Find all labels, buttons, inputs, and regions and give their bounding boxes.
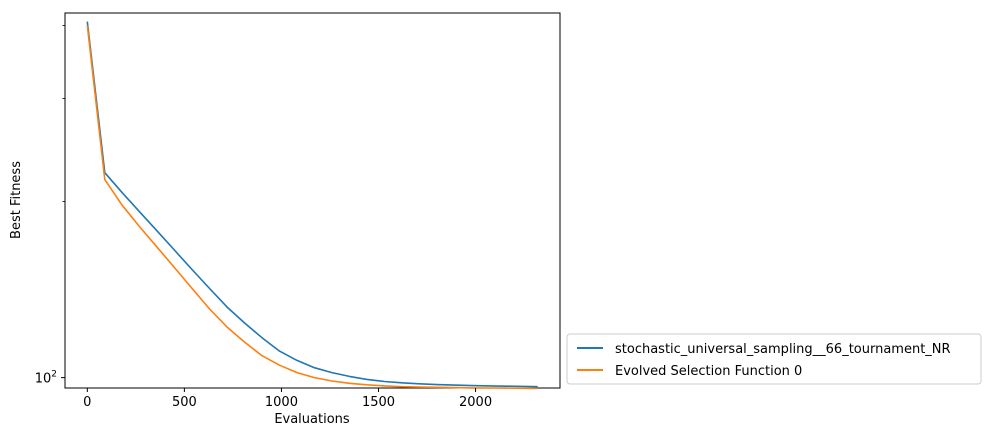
x-axis: 0 500 1000 1500 2000 bbox=[83, 388, 492, 410]
x-tick-label: 1500 bbox=[362, 395, 395, 410]
y-axis: 102 bbox=[35, 24, 65, 387]
plot-area-frame bbox=[64, 12, 561, 389]
x-tick-label: 2000 bbox=[459, 395, 492, 410]
y-tick-label: 102 bbox=[35, 370, 57, 387]
x-tick-label: 0 bbox=[83, 395, 91, 410]
x-axis-label: Evaluations bbox=[274, 412, 350, 427]
legend-label-series-2: Evolved Selection Function 0 bbox=[615, 364, 802, 379]
series-layer bbox=[86, 21, 538, 390]
legend-label-series-1: stochastic_universal_sampling__66_tourna… bbox=[615, 342, 951, 357]
legend: stochastic_universal_sampling__66_tourna… bbox=[566, 333, 982, 385]
x-tick-label: 500 bbox=[172, 395, 197, 410]
series-line-2 bbox=[86, 25, 538, 390]
x-tick-label: 1000 bbox=[265, 395, 298, 410]
series-line-1 bbox=[86, 21, 538, 388]
y-axis-label: Best Fitness bbox=[9, 161, 24, 239]
legend-box bbox=[566, 333, 982, 385]
